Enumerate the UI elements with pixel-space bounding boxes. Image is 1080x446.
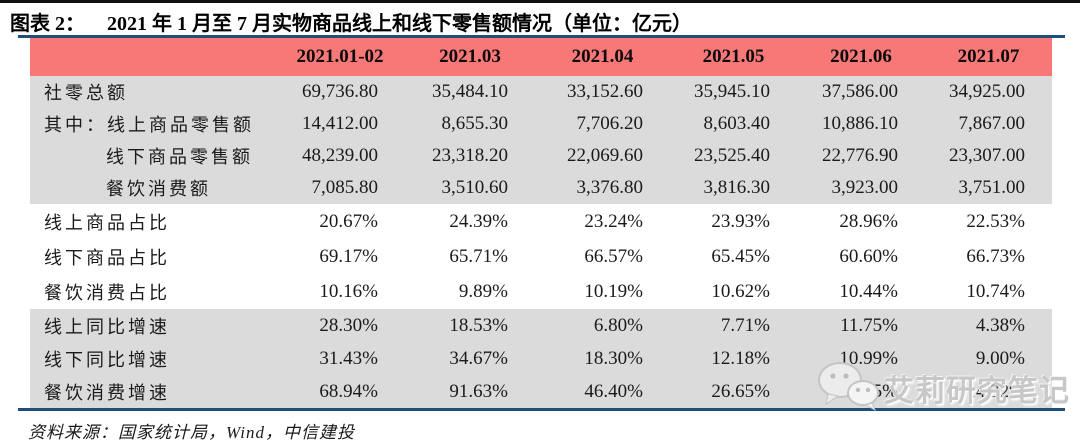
table-cell: 69.17%: [275, 239, 405, 274]
table-cell: 3,816.30: [670, 172, 797, 204]
table-cell: 18.53%: [405, 309, 535, 342]
table-bottom-rule: [18, 408, 1065, 411]
table-cell: 37,586.00: [797, 76, 925, 108]
table-cell: 4.38%: [925, 309, 1052, 342]
table-cell: 28.96%: [797, 204, 925, 239]
table-cell: 10.16%: [275, 274, 405, 309]
table-cell: 14.32%: [925, 375, 1052, 408]
table-cell: 3,510.60: [405, 172, 535, 204]
table-cell: 20.67%: [275, 204, 405, 239]
table-cell: 35,945.10: [670, 76, 797, 108]
table-cell: 9.00%: [925, 342, 1052, 375]
column-header: 2021.03: [405, 38, 535, 76]
table-cell: 69,736.80: [275, 76, 405, 108]
table-cell: 26.65%: [670, 375, 797, 408]
table-cell: 6.80%: [535, 309, 670, 342]
table-cell: 60.60%: [797, 239, 925, 274]
table-cell: 66.57%: [535, 239, 670, 274]
figure-title: 图表 2： 2021 年 1 月至 7 月实物商品线上和线下零售额情况（单位：亿元…: [10, 7, 1070, 36]
row-label: 线上商品占比: [30, 204, 275, 239]
column-header: 2021.05: [670, 38, 797, 76]
table-cell: 14,412.00: [275, 108, 405, 140]
table-cell: 23.93%: [670, 204, 797, 239]
table-row: 其中：线上商品零售额 14,412.00 8,655.30 7,706.20 8,603…: [30, 108, 1052, 140]
table-cell: 3,751.00: [925, 172, 1052, 204]
table-top-rule: [18, 35, 1065, 38]
table-row: 餐饮消费额 7,085.80 3,510.60 3,376.80 3,816.30 3,9…: [30, 172, 1052, 204]
row-label: 线下同比增速: [30, 342, 275, 375]
table-cell: 10.74%: [925, 274, 1052, 309]
table-cell: 7,867.00: [925, 108, 1052, 140]
table-cell: 3,376.80: [535, 172, 670, 204]
table-cell: 34,925.00: [925, 76, 1052, 108]
column-header: 2021.07: [925, 38, 1052, 76]
table-row: 线下商品占比 69.17% 65.71% 66.57% 65.45% 60.60% 66.7…: [30, 239, 1052, 274]
table-cell: 23,307.00: [925, 140, 1052, 172]
table-cell: 9.89%: [405, 274, 535, 309]
row-label: 线下商品占比: [30, 239, 275, 274]
table-cell: 65.71%: [405, 239, 535, 274]
table-cell: 46.40%: [535, 375, 670, 408]
table-cell: 7.71%: [670, 309, 797, 342]
table-cell: 10.62%: [670, 274, 797, 309]
table-cell: 20.25%: [797, 375, 925, 408]
table-header-row: 2021.01-02 2021.03 2021.04 2021.05 2021.…: [30, 38, 1052, 76]
table-cell: 7,706.20: [535, 108, 670, 140]
data-source-note: 资料来源：国家统计局，Wind，中信建投: [28, 423, 355, 442]
table-cell: 22,069.60: [535, 140, 670, 172]
table-row: 线上商品占比 20.67% 24.39% 23.24% 23.93% 28.96% 22.5…: [30, 204, 1052, 239]
table-cell: 10.19%: [535, 274, 670, 309]
row-label: 餐饮消费占比: [30, 274, 275, 309]
table-cell: 28.30%: [275, 309, 405, 342]
table-cell: 8,655.30: [405, 108, 535, 140]
table-cell: 3,923.00: [797, 172, 925, 204]
table-cell: 48,239.00: [275, 140, 405, 172]
table-row: 餐饮消费增速 68.94% 91.63% 46.40% 26.65% 20.25% 14.3…: [30, 375, 1052, 408]
row-label: 线上同比增速: [30, 309, 275, 342]
row-label: 线下商品零售额: [30, 140, 275, 172]
table-cell: 22.53%: [925, 204, 1052, 239]
table-cell: 33,152.60: [535, 76, 670, 108]
table-cell: 65.45%: [670, 239, 797, 274]
table-cell: 10.44%: [797, 274, 925, 309]
table-row: 餐饮消费占比 10.16% 9.89% 10.19% 10.62% 10.44% 10.74…: [30, 274, 1052, 309]
table-cell: 24.39%: [405, 204, 535, 239]
row-label: 社零总额: [30, 76, 275, 108]
row-label: 餐饮消费额: [30, 172, 275, 204]
table-cell: 91.63%: [405, 375, 535, 408]
table-cell: 68.94%: [275, 375, 405, 408]
table-row: 线下同比增速 31.43% 34.67% 18.30% 12.18% 10.99% 9.00…: [30, 342, 1052, 375]
table-cell: 7,085.80: [275, 172, 405, 204]
figure-number-label: 图表 2：: [10, 13, 85, 35]
column-header: 2021.01-02: [275, 38, 405, 76]
table-row: 线下商品零售额 48,239.00 23,318.20 22,069.60 23,525…: [30, 140, 1052, 172]
table-cell: 22,776.90: [797, 140, 925, 172]
table-cell: 66.73%: [925, 239, 1052, 274]
table-row: 社零总额 69,736.80 35,484.10 33,152.60 35,945.10…: [30, 76, 1052, 108]
row-label: 其中：线上商品零售额: [30, 108, 275, 140]
table-cell: 8,603.40: [670, 108, 797, 140]
table-row: 线上同比增速 28.30% 18.53% 6.80% 7.71% 11.75% 4.38%: [30, 309, 1052, 342]
figure-title-text: 2021 年 1 月至 7 月实物商品线上和线下零售额情况（单位：亿元）: [107, 13, 692, 35]
table-cell: 23,318.20: [405, 140, 535, 172]
table-cell: 34.67%: [405, 342, 535, 375]
table-cell: 35,484.10: [405, 76, 535, 108]
retail-sales-table: 2021.01-02 2021.03 2021.04 2021.05 2021.…: [30, 38, 1052, 408]
table-cell: 12.18%: [670, 342, 797, 375]
top-divider: [0, 0, 1080, 3]
table-cell: 10,886.10: [797, 108, 925, 140]
column-header: 2021.06: [797, 38, 925, 76]
table-cell: 23.24%: [535, 204, 670, 239]
table-cell: 23,525.40: [670, 140, 797, 172]
table-cell: 10.99%: [797, 342, 925, 375]
row-label: 餐饮消费增速: [30, 375, 275, 408]
table-cell: 31.43%: [275, 342, 405, 375]
table-cell: 11.75%: [797, 309, 925, 342]
header-empty-cell: [30, 38, 275, 76]
table-cell: 18.30%: [535, 342, 670, 375]
column-header: 2021.04: [535, 38, 670, 76]
